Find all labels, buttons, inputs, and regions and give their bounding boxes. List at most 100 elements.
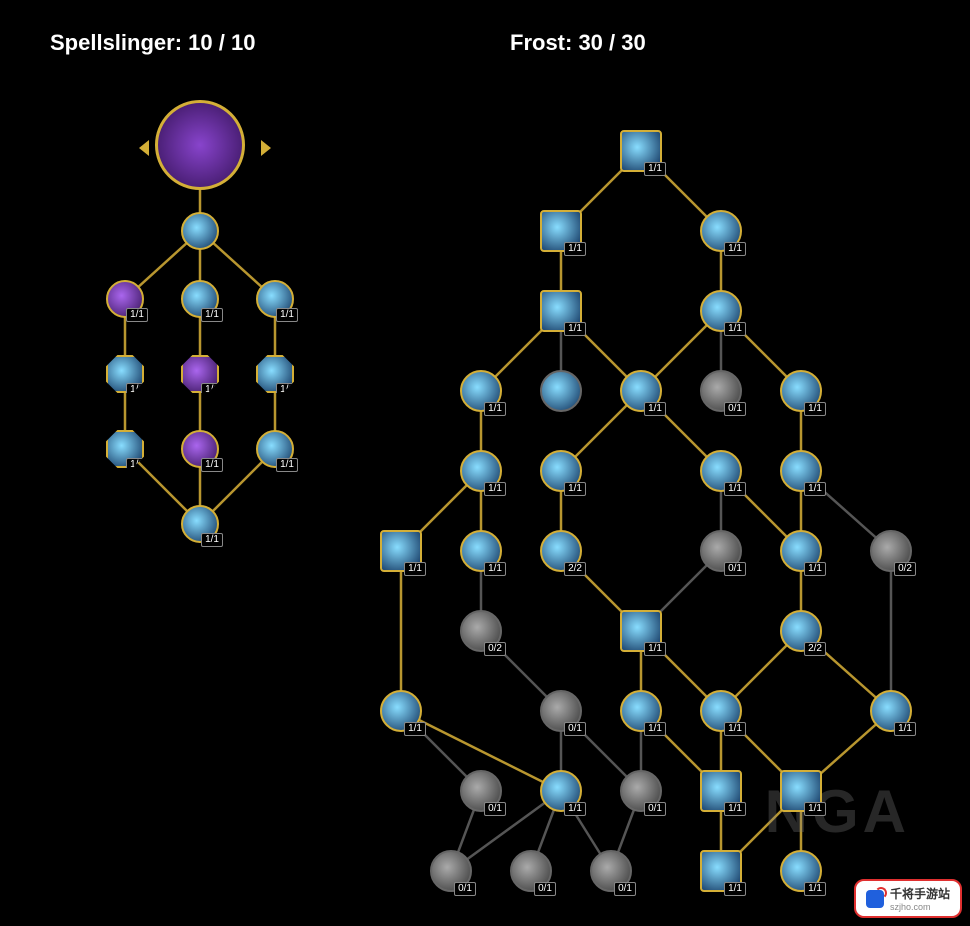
talent-ss5[interactable]: 1/1 <box>106 355 144 393</box>
talent-rank-badge: 1/1 <box>724 482 746 496</box>
talent-rank-badge: 1/1 <box>276 458 298 472</box>
talent-ss1[interactable] <box>181 212 219 250</box>
talent-rank-badge: 1/1 <box>484 482 506 496</box>
talent-f0[interactable]: 1/1 <box>620 130 662 172</box>
talent-rank-badge: 1/1 <box>276 383 298 397</box>
talent-f9[interactable]: 1/1 <box>780 370 822 412</box>
talent-rank-badge: 1/1 <box>804 402 826 416</box>
talent-f27[interactable]: 1/1 <box>870 690 912 732</box>
talent-ss0[interactable] <box>155 100 245 190</box>
talent-f4[interactable]: 1/1 <box>700 290 742 332</box>
talent-f16[interactable]: 2/2 <box>540 530 582 572</box>
talent-rank-badge: 1/1 <box>804 482 826 496</box>
talent-f22[interactable]: 2/2 <box>780 610 822 652</box>
talent-ss8[interactable]: 1/1 <box>106 430 144 468</box>
talent-f30[interactable]: 0/1 <box>620 770 662 812</box>
talent-ss3[interactable]: 1/1 <box>181 280 219 318</box>
talent-rank-badge: 0/2 <box>894 562 916 576</box>
talent-rank-badge: 1/1 <box>404 562 426 576</box>
talent-ss2[interactable]: 1/1 <box>106 280 144 318</box>
talent-f13[interactable]: 1/1 <box>780 450 822 492</box>
talent-rank-badge: 1/1 <box>644 642 666 656</box>
talent-f6[interactable] <box>540 370 582 412</box>
talent-ss11[interactable]: 1/1 <box>181 505 219 543</box>
talent-f19[interactable]: 0/2 <box>870 530 912 572</box>
talent-f7[interactable]: 1/1 <box>620 370 662 412</box>
talent-ss10[interactable]: 1/1 <box>256 430 294 468</box>
talent-f34[interactable]: 0/1 <box>510 850 552 892</box>
talent-ss9[interactable]: 1/1 <box>181 430 219 468</box>
talent-f33[interactable]: 0/1 <box>430 850 472 892</box>
talent-f31[interactable]: 1/1 <box>700 770 742 812</box>
talent-rank-badge: 1/1 <box>724 322 746 336</box>
talent-f15[interactable]: 1/1 <box>460 530 502 572</box>
talent-f28[interactable]: 0/1 <box>460 770 502 812</box>
header-frost: Frost: 30 / 30 <box>510 30 646 56</box>
talent-f14[interactable]: 1/1 <box>380 530 422 572</box>
prev-hero-arrow[interactable] <box>139 140 149 156</box>
talent-rank-badge: 1/1 <box>484 562 506 576</box>
talent-f23[interactable]: 1/1 <box>380 690 422 732</box>
tree-spellslinger: 1/11/11/11/11/11/11/11/11/11/1 <box>50 100 350 590</box>
talent-rank-badge: 1/1 <box>564 322 586 336</box>
talent-f5[interactable]: 1/1 <box>460 370 502 412</box>
talent-f18[interactable]: 1/1 <box>780 530 822 572</box>
talent-rank-badge: 1/1 <box>724 882 746 896</box>
talent-rank-badge: 2/2 <box>804 642 826 656</box>
talent-rank-badge: 0/2 <box>484 642 506 656</box>
talent-rank-badge: 1/1 <box>564 482 586 496</box>
talent-rank-badge: 0/1 <box>724 402 746 416</box>
talent-rank-badge: 0/1 <box>724 562 746 576</box>
talent-rank-badge: 1/1 <box>724 242 746 256</box>
talent-rank-badge: 1/1 <box>724 722 746 736</box>
talent-rank-badge: 1/1 <box>126 308 148 322</box>
talent-rank-badge: 0/1 <box>644 802 666 816</box>
talent-rank-badge: 1/1 <box>644 722 666 736</box>
talent-rank-badge: 1/1 <box>804 562 826 576</box>
talent-f26[interactable]: 1/1 <box>700 690 742 732</box>
talent-f32[interactable]: 1/1 <box>780 770 822 812</box>
talent-f29[interactable]: 1/1 <box>540 770 582 812</box>
talent-rank-badge: 1/1 <box>644 402 666 416</box>
header-spellslinger: Spellslinger: 10 / 10 <box>50 30 255 56</box>
talent-rank-badge: 1/1 <box>724 802 746 816</box>
talent-f35[interactable]: 0/1 <box>590 850 632 892</box>
talent-f24[interactable]: 0/1 <box>540 690 582 732</box>
talent-f12[interactable]: 1/1 <box>700 450 742 492</box>
talent-rank-badge: 1/1 <box>126 458 148 472</box>
talent-rank-badge: 1/1 <box>404 722 426 736</box>
talent-f10[interactable]: 1/1 <box>460 450 502 492</box>
talent-rank-badge: 2/2 <box>564 562 586 576</box>
talent-rank-badge: 1/1 <box>201 533 223 547</box>
talent-f2[interactable]: 1/1 <box>700 210 742 252</box>
talent-f3[interactable]: 1/1 <box>540 290 582 332</box>
talent-f17[interactable]: 0/1 <box>700 530 742 572</box>
talent-ss6[interactable]: 1/1 <box>181 355 219 393</box>
talent-rank-badge: 0/1 <box>534 882 556 896</box>
talent-f36[interactable]: 1/1 <box>700 850 742 892</box>
talent-f20[interactable]: 0/2 <box>460 610 502 652</box>
talent-rank-badge: 1/1 <box>201 308 223 322</box>
talent-rank-badge: 0/1 <box>614 882 636 896</box>
talent-f8[interactable]: 0/1 <box>700 370 742 412</box>
talent-rank-badge: 1/1 <box>894 722 916 736</box>
site-tag: 千将手游站 szjho.com <box>854 879 962 918</box>
talent-rank-badge: 1/1 <box>644 162 666 176</box>
talent-rank-badge: 1/1 <box>564 802 586 816</box>
next-hero-arrow[interactable] <box>261 140 271 156</box>
talent-ss7[interactable]: 1/1 <box>256 355 294 393</box>
talent-ss4[interactable]: 1/1 <box>256 280 294 318</box>
talent-rank-badge: 1/1 <box>564 242 586 256</box>
talent-f1[interactable]: 1/1 <box>540 210 582 252</box>
talent-f37[interactable]: 1/1 <box>780 850 822 892</box>
talent-f25[interactable]: 1/1 <box>620 690 662 732</box>
talent-rank-badge: 0/1 <box>484 802 506 816</box>
talent-rank-badge: 0/1 <box>454 882 476 896</box>
talent-rank-badge: 1/1 <box>201 458 223 472</box>
talent-rank-badge: 1/1 <box>804 802 826 816</box>
talent-f21[interactable]: 1/1 <box>620 610 662 652</box>
talent-f11[interactable]: 1/1 <box>540 450 582 492</box>
talent-rank-badge: 1/1 <box>484 402 506 416</box>
talent-rank-badge: 0/1 <box>564 722 586 736</box>
talent-rank-badge: 1/1 <box>201 383 223 397</box>
